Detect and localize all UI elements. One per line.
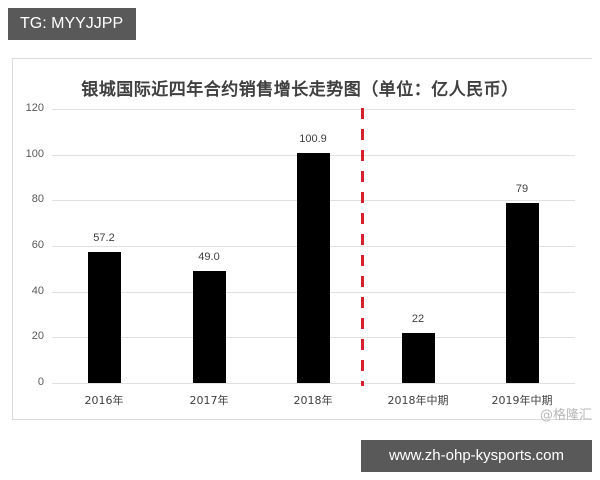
bar-value-label: 57.2 xyxy=(93,232,115,244)
bar xyxy=(297,153,330,383)
y-axis-tick-label: 0 xyxy=(37,376,44,388)
gridline xyxy=(52,383,575,384)
bar xyxy=(402,333,435,383)
period-divider-dashed-line xyxy=(361,108,364,386)
bar-value-label: 22 xyxy=(411,313,425,325)
bar xyxy=(193,271,226,383)
x-axis-category-label: 2018年中期 xyxy=(387,394,449,407)
x-axis-category-label: 2018年 xyxy=(293,394,333,407)
y-axis-tick-label: 100 xyxy=(25,148,44,160)
y-axis-tick-label: 120 xyxy=(25,102,44,114)
bar-value-label: 79 xyxy=(515,183,529,195)
tg-watermark-badge: TG: MYYJJPP xyxy=(8,8,136,40)
y-axis-tick-label: 20 xyxy=(31,330,44,342)
x-axis-category-label: 2019年中期 xyxy=(491,394,553,407)
chart-title: 银城国际近四年合约销售增长走势图（单位：亿人民币） xyxy=(81,80,519,100)
y-axis-tick-label: 80 xyxy=(31,193,44,205)
bar xyxy=(506,203,539,383)
x-axis-category-label: 2017年 xyxy=(189,394,229,407)
bar-value-label: 49.0 xyxy=(198,251,220,263)
url-watermark-badge: www.zh-ohp-kysports.com xyxy=(361,440,592,472)
source-credit: @格隆汇 xyxy=(539,408,592,423)
x-axis-category-label: 2016年 xyxy=(84,394,124,407)
gridline xyxy=(52,109,575,110)
y-axis-tick-label: 60 xyxy=(31,239,44,251)
y-axis-tick-label: 40 xyxy=(31,285,44,297)
bar xyxy=(88,252,121,383)
bar-value-label: 100.9 xyxy=(299,133,327,145)
